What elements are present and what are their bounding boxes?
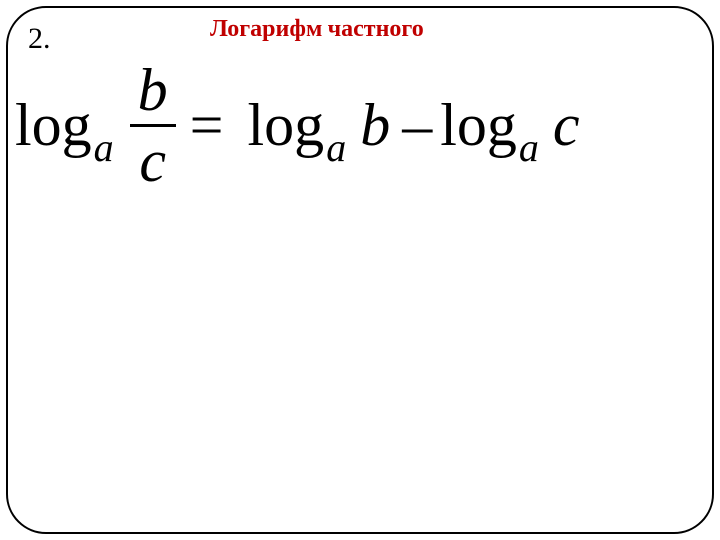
fraction-denominator: c	[131, 131, 174, 191]
log-operator-lhs: log	[15, 95, 92, 155]
item-number: 2.	[28, 22, 51, 56]
slide-title: Логарифм частного	[210, 14, 424, 43]
fraction-bar	[130, 124, 176, 127]
log-base-lhs: a	[94, 124, 114, 171]
equals-sign: =	[190, 91, 224, 160]
formula: log a b c = log a b – log a c	[15, 55, 705, 195]
term2-arg: c	[553, 91, 580, 160]
slide-container: 2. Логарифм частного log a b c = log a b…	[0, 0, 720, 540]
log-base-term2: a	[519, 124, 539, 171]
minus-sign: –	[402, 91, 432, 160]
formula-row: log a b c = log a b – log a c	[15, 55, 705, 195]
log-operator-term2: log	[440, 95, 517, 155]
log-base-term1: a	[326, 124, 346, 171]
fraction-numerator: b	[130, 60, 176, 120]
fraction: b c	[130, 60, 176, 191]
term1-arg: b	[360, 91, 390, 160]
log-operator-term1: log	[248, 95, 325, 155]
